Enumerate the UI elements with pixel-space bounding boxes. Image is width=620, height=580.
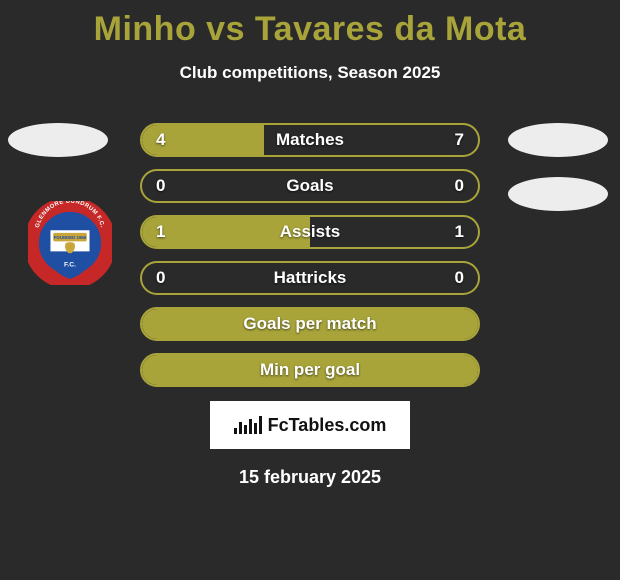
badge-founded-text: FOUNDED 1966: [54, 235, 87, 240]
subtitle: Club competitions, Season 2025: [0, 63, 620, 83]
page-title: Minho vs Tavares da Mota: [0, 0, 620, 49]
player-left-placeholder-1: [8, 123, 108, 157]
stat-label: Goals per match: [142, 314, 478, 334]
chart-icon: [234, 416, 262, 434]
stat-bars: 47Matches 00Goals 11Assists 00Hattricks Goal…: [140, 123, 480, 387]
club-badge: GLENMORE DUNDRUM F.C. FOUNDED 1966 F.C.: [28, 201, 112, 285]
player-right-placeholder-1: [508, 123, 608, 157]
stat-label: Matches: [142, 130, 478, 150]
stat-label: Assists: [142, 222, 478, 242]
stat-bar: 00Hattricks: [140, 261, 480, 295]
stat-bar: Min per goal: [140, 353, 480, 387]
stat-bar: 47Matches: [140, 123, 480, 157]
stat-bar: Goals per match: [140, 307, 480, 341]
fctables-logo: FcTables.com: [210, 401, 410, 449]
fctables-logo-text: FcTables.com: [268, 415, 387, 436]
date-label: 15 february 2025: [0, 467, 620, 488]
badge-initials: F.C.: [64, 262, 76, 269]
player-right-placeholder-2: [508, 177, 608, 211]
stat-bar: 11Assists: [140, 215, 480, 249]
stat-bar: 00Goals: [140, 169, 480, 203]
stat-label: Hattricks: [142, 268, 478, 288]
stat-label: Min per goal: [142, 360, 478, 380]
comparison-content: GLENMORE DUNDRUM F.C. FOUNDED 1966 F.C. …: [0, 123, 620, 488]
stat-label: Goals: [142, 176, 478, 196]
